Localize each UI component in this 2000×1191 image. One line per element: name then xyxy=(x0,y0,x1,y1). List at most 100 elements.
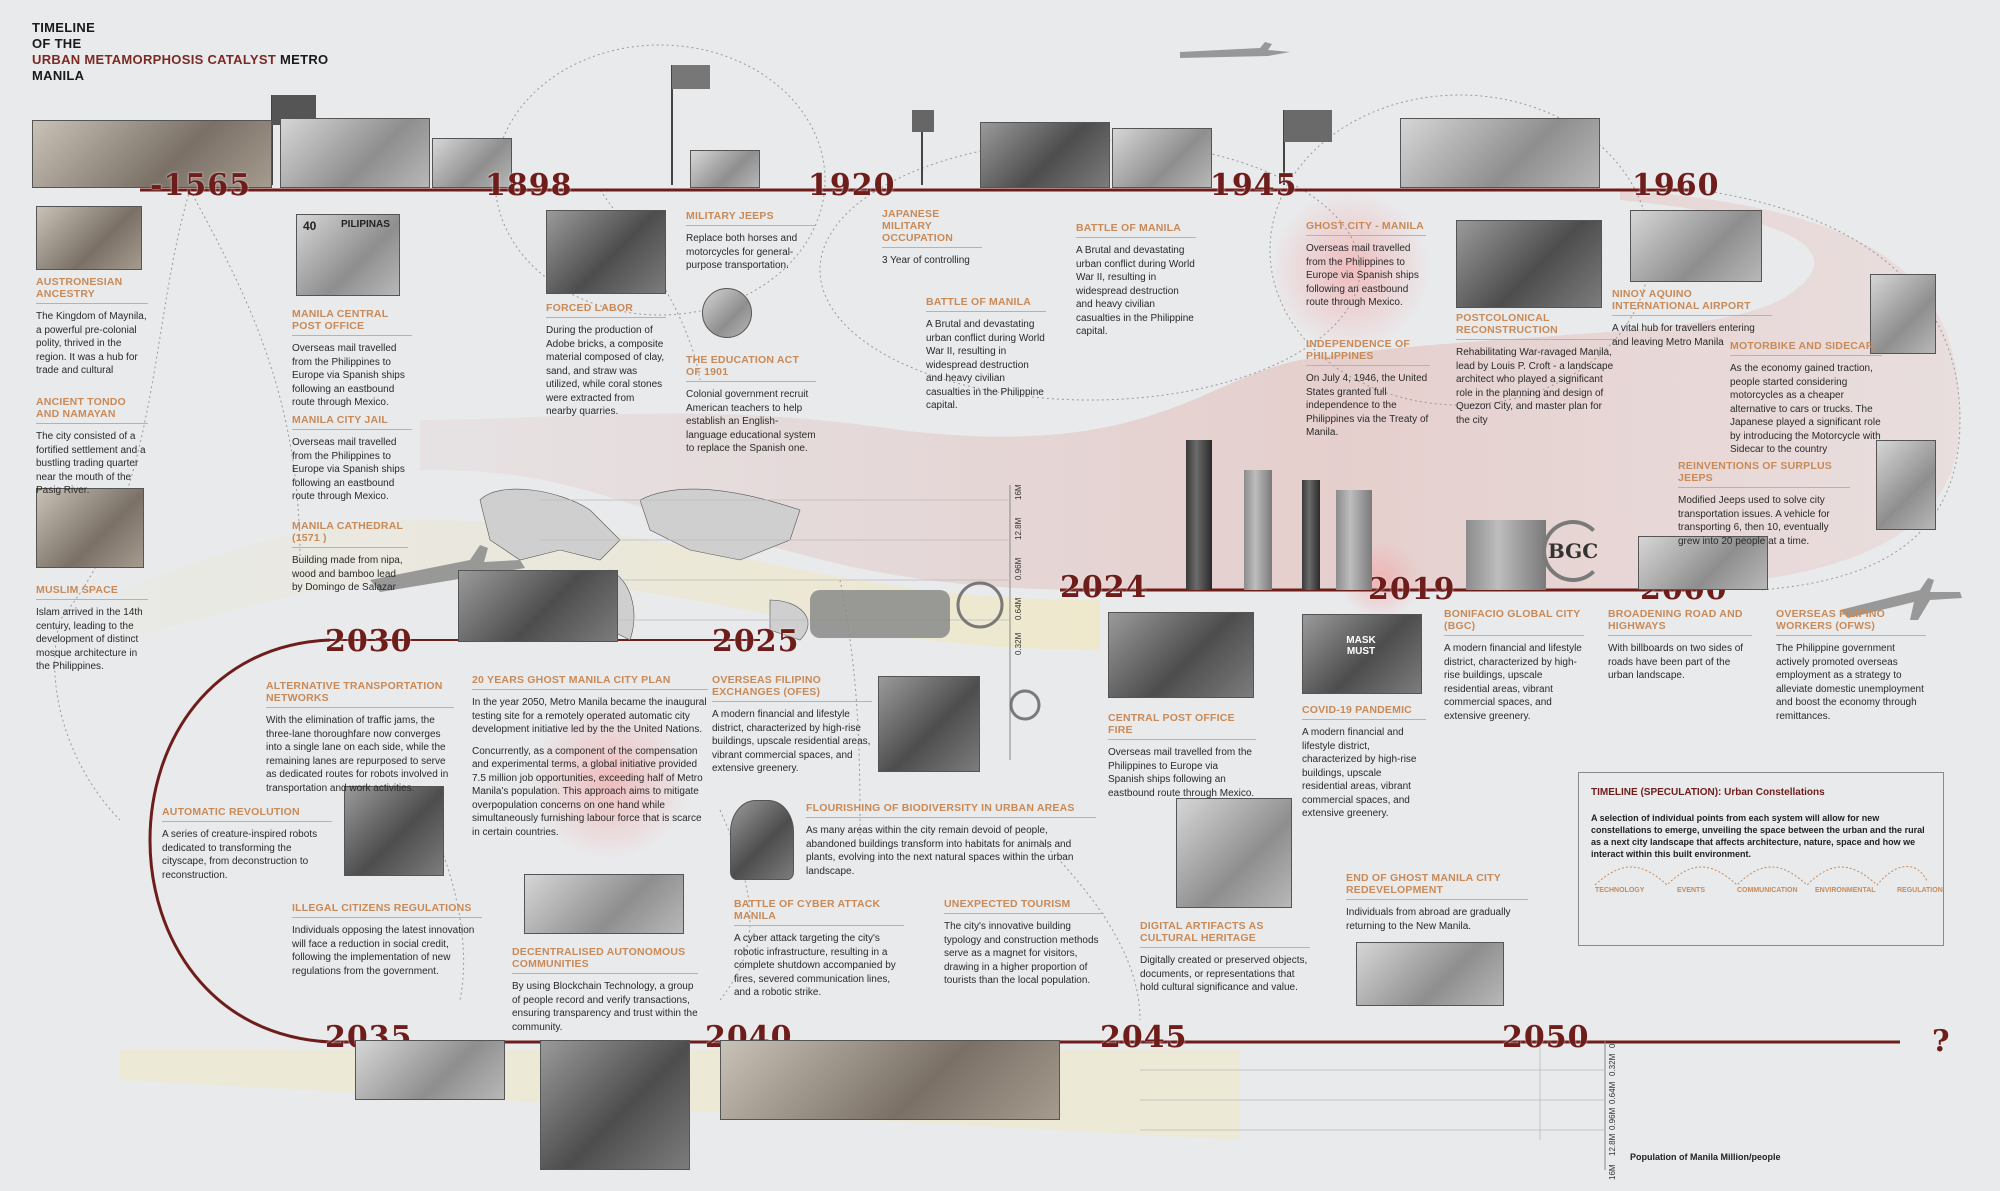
event-covid: COVID-19 PANDEMIC A modern financial and… xyxy=(1302,704,1426,821)
event-title: ILLEGAL CITIZENS REGULATIONS xyxy=(292,902,482,918)
event-title: MANILA CENTRAL POST OFFICE xyxy=(292,308,412,336)
event-title: BONIFACIO GLOBAL CITY (BGC) xyxy=(1444,608,1584,636)
event-decentralised: DECENTRALISED AUTONOMOUS COMMUNITIES By … xyxy=(512,946,698,1034)
title-accent: URBAN METAMORPHOSIS CATALYST xyxy=(32,52,277,67)
event-body-2: Concurrently, as a component of the comp… xyxy=(472,745,703,838)
event-ofes: OVERSEAS FILIPINO EXCHANGES (OFES) A mod… xyxy=(712,674,872,776)
airplane-icon xyxy=(370,545,525,600)
event-broadening-roads: BROADENING ROAD AND HIGHWAYS With billbo… xyxy=(1608,608,1752,683)
historic-village-image xyxy=(32,120,272,188)
event-body: Overseas mail travelled from the Philipp… xyxy=(1108,747,1255,799)
speculation-category-events: EVENTS xyxy=(1677,887,1706,894)
jeepney-image xyxy=(1876,440,1936,530)
portraits-image xyxy=(524,874,684,934)
year-1898: 1898 xyxy=(485,168,573,203)
event-title: DECENTRALISED AUTONOMOUS COMMUNITIES xyxy=(512,946,698,974)
event-battle-of-manila-1: BATTLE OF MANILA A Brutal and devastatin… xyxy=(926,296,1046,413)
event-body: As the economy gained traction, people s… xyxy=(1730,363,1881,455)
event-body: The Philippine government actively promo… xyxy=(1776,643,1924,722)
skyscraper-5 xyxy=(1466,520,1546,590)
coat-of-arms-icon xyxy=(702,288,752,338)
event-title: AUTOMATIC REVOLUTION xyxy=(162,806,332,822)
event-title: REINVENTIONS OF SURPLUS JEEPS xyxy=(1678,460,1850,488)
flag-philippines-icon xyxy=(1284,110,1332,142)
banknote-image xyxy=(1356,942,1504,1006)
event-alt-transport: ALTERNATIVE TRANSPORTATION NETWORKS With… xyxy=(266,680,454,795)
event-biodiversity: FLOURISHING OF BIODIVERSITY IN URBAN ARE… xyxy=(806,802,1096,878)
event-title: DIGITAL ARTIFACTS AS CULTURAL HERITAGE xyxy=(1140,920,1310,948)
event-body: By using Blockchain Technology, a group … xyxy=(512,981,698,1033)
speculation-wave xyxy=(1594,866,1928,886)
biodiversity-head-image xyxy=(730,800,794,880)
event-title: MUSLIM SPACE xyxy=(36,584,148,600)
event-city-jail: MANILA CITY JAIL Overseas mail travelled… xyxy=(292,414,412,504)
event-body: A modern financial and lifestyle distric… xyxy=(1444,643,1582,722)
event-body: With the elimination of traffic jams, th… xyxy=(266,715,449,794)
event-body: Overseas mail travelled from the Philipp… xyxy=(292,437,405,502)
glow-ghost-plan xyxy=(530,700,690,860)
event-body: In the year 2050, Metro Manila became th… xyxy=(472,697,707,735)
title-line-3: URBAN METAMORPHOSIS CATALYST METRO xyxy=(32,52,328,68)
pop-tick-mid-1: 12.8M xyxy=(1014,517,1023,540)
event-muslim: MUSLIM SPACE Islam arrived in the 14th c… xyxy=(36,584,148,674)
event-title: UNEXPECTED TOURISM xyxy=(944,898,1104,914)
event-body: Overseas mail travelled from the Philipp… xyxy=(1306,243,1419,308)
event-end-ghost-manila: END OF GHOST MANILA CITY REDEVELOPMENT I… xyxy=(1346,872,1528,933)
city-2000-image xyxy=(1638,536,1768,590)
event-body: A modern financial and lifestyle distric… xyxy=(712,709,871,774)
title-rest: METRO xyxy=(276,52,329,67)
digital-artifacts-image xyxy=(1176,798,1292,908)
event-postcolonial: POSTCOLONICAL RECONSTRUCTION Rehabilitat… xyxy=(1456,312,1616,427)
event-ghost-city: GHOST CITY - MANILA Overseas mail travel… xyxy=(1306,220,1426,310)
event-digital-artifacts: DIGITAL ARTIFACTS AS CULTURAL HERITAGE D… xyxy=(1140,920,1310,995)
event-body: Colonial government recruit American tea… xyxy=(686,389,816,454)
event-education-act: THE EDUCATION ACT OF 1901 Colonial gover… xyxy=(686,354,816,456)
pop-tick-bottom-0: 0 xyxy=(1608,1043,1617,1048)
server-room-image xyxy=(540,1040,690,1170)
event-title: MANILA CITY JAIL xyxy=(292,414,412,430)
speculation-title: TIMELINE (SPECULATION): Urban Constellat… xyxy=(1591,787,1825,798)
airplane-ofw-icon xyxy=(1840,578,1962,620)
event-body: The Kingdom of Maynila, a powerful pre-c… xyxy=(36,311,147,376)
event-title: THE EDUCATION ACT OF 1901 xyxy=(686,354,816,382)
event-title: FLOURISHING OF BIODIVERSITY IN URBAN ARE… xyxy=(806,802,1096,818)
event-title: NINOY AQUINO INTERNATIONAL AIRPORT xyxy=(1612,288,1772,316)
year-2025: 2025 xyxy=(712,624,800,659)
ofes-travellers-image xyxy=(458,570,618,642)
pop-tick-mid-3: 0.64M xyxy=(1014,597,1023,620)
event-surplus-jeeps: REINVENTIONS OF SURPLUS JEEPS Modified J… xyxy=(1678,460,1850,548)
year-1920: 1920 xyxy=(808,168,896,203)
airport-image xyxy=(1630,210,1762,282)
event-cathedral: MANILA CATHEDRAL (1571 ) Building made f… xyxy=(292,520,408,595)
event-title: BATTLE OF MANILA xyxy=(926,296,1046,312)
covid-image: MASK MUST xyxy=(1302,614,1422,694)
year-2019: 2019 xyxy=(1368,572,1456,607)
ruin-forest-image xyxy=(720,1040,1060,1120)
event-title: ANCIENT TONDO AND NAMAYAN xyxy=(36,396,148,424)
forced-labor-image xyxy=(546,210,666,294)
event-title: ALTERNATIVE TRANSPORTATION NETWORKS xyxy=(266,680,454,708)
event-body: The city consisted of a fortified settle… xyxy=(36,431,146,496)
stamp-value: 40 xyxy=(303,219,317,233)
event-japanese-occupation: JAPANESE MILITARY OCCUPATION 3 Year of c… xyxy=(882,208,982,268)
title-line-4: MANILA xyxy=(32,68,85,83)
timeline-curve-left xyxy=(148,638,331,1044)
title-line-2: OF THE xyxy=(32,36,82,51)
skyscraper-1 xyxy=(1186,440,1212,590)
year-unknown: ? xyxy=(1932,1024,1950,1059)
event-body: As many areas within the city remain dev… xyxy=(806,825,1074,877)
event-bgc: BONIFACIO GLOBAL CITY (BGC) A modern fin… xyxy=(1444,608,1584,723)
event-title: BATTLE OF MANILA xyxy=(1076,222,1196,238)
event-forced-labor: FORCED LABOR During the production of Ad… xyxy=(546,302,666,419)
event-body: A series of creature-inspired robots ded… xyxy=(162,829,318,881)
title-line-1: TIMELINE xyxy=(32,20,96,35)
speculation-box: TIMELINE (SPECULATION): Urban Constellat… xyxy=(1578,772,1944,946)
event-cyber-attack: BATTLE OF CYBER ATTACK MANILA A cyber at… xyxy=(734,898,904,1000)
event-title: OVERSEAS FILIPINO EXCHANGES (OFES) xyxy=(712,674,872,702)
ruins-image xyxy=(1112,128,1212,188)
skyscraper-4 xyxy=(1336,490,1372,590)
event-body: With billboards on two sides of roads ha… xyxy=(1608,643,1744,681)
event-ghost-plan: 20 YEARS GHOST MANILA CITY PLAN In the y… xyxy=(472,674,708,839)
stamp-country: PILIPINAS xyxy=(341,219,390,230)
flag-usa-icon xyxy=(672,65,710,89)
